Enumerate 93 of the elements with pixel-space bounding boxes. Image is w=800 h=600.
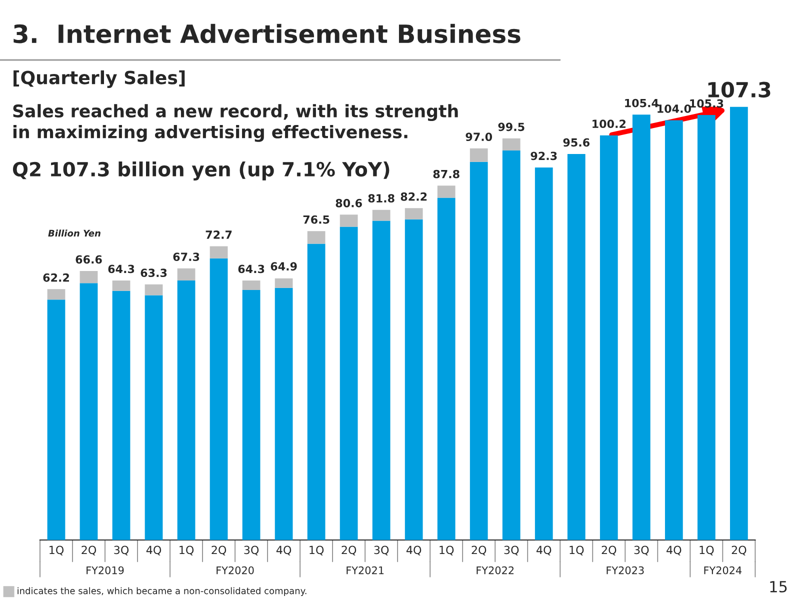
text: FY2020: [216, 566, 254, 574]
bar: [502, 138, 520, 151]
annotation: 107.3: [708, 82, 770, 98]
x-tick-label: 1Q: [310, 546, 324, 556]
bar: [307, 244, 326, 540]
annotation: 81.8: [368, 194, 394, 203]
bar: [567, 154, 586, 540]
bar: [47, 289, 66, 300]
annotation: 87.8: [433, 170, 460, 178]
bar: [307, 231, 326, 244]
bar: [47, 300, 66, 540]
bar: [470, 148, 488, 162]
y-axis-title: Billion Yen: [48, 230, 100, 237]
x-tick-label: 3Q: [374, 546, 389, 556]
x-tick-label: 1Q: [700, 546, 714, 556]
bar: [242, 290, 260, 540]
annotation: 95.6: [563, 138, 590, 147]
annotation: 105.4: [625, 98, 658, 108]
text: FY2023: [606, 566, 644, 574]
bar: [144, 295, 163, 540]
bar: [470, 162, 488, 540]
bar: [177, 280, 196, 540]
bar: [730, 106, 748, 540]
text: FY2024: [704, 566, 742, 574]
bar: [274, 278, 293, 288]
bar: [632, 114, 650, 540]
bar: [112, 280, 130, 291]
x-tick-label: 2Q: [212, 546, 226, 556]
bar: [274, 288, 293, 540]
annotation: 80.6: [336, 198, 362, 208]
annotation: 99.5: [498, 122, 524, 132]
annotation: Q2 107.3 billion yen (up 7.1% YoY): [12, 162, 390, 180]
x-tick-label: 2Q: [82, 546, 96, 556]
x-tick-label: 4Q: [536, 546, 552, 556]
x-tick-label: 4Q: [276, 546, 292, 556]
text: 15: [770, 581, 787, 592]
bar: [177, 268, 196, 281]
bar: [534, 167, 553, 540]
bar: [80, 270, 98, 284]
x-tick-label: 4Q: [146, 546, 162, 556]
bar: [112, 290, 130, 540]
annotation: 105.3: [690, 99, 724, 108]
annotation: 64.3: [238, 264, 264, 274]
text: FY2019: [86, 566, 124, 574]
annotation: 67.3: [173, 252, 200, 262]
x-tick-label: 1Q: [440, 546, 454, 556]
bar: [80, 283, 98, 540]
x-tick-label: 1Q: [50, 546, 64, 556]
bar: [372, 220, 390, 540]
annotation: 66.6: [76, 255, 102, 264]
bar: [437, 198, 456, 540]
x-tick-label: 3Q: [634, 546, 649, 556]
bar: [210, 258, 228, 540]
x-tick-label: 2Q: [342, 546, 356, 556]
x-tick-label: 2Q: [472, 546, 486, 556]
bar: [664, 120, 683, 540]
bar: [242, 280, 260, 290]
bar: [404, 208, 423, 220]
annotation: 64.9: [270, 262, 297, 271]
annotation: 76.5: [303, 215, 330, 224]
bar: [340, 214, 358, 227]
x-tick-label: 4Q: [666, 546, 682, 556]
x-tick-label: 1Q: [570, 546, 584, 556]
x-tick-label: 3Q: [114, 546, 129, 556]
bar: [502, 150, 520, 540]
annotation: 100.2: [592, 120, 626, 128]
bar: [144, 284, 163, 296]
bar: [600, 135, 618, 540]
annotation: 62.2: [43, 273, 69, 282]
annotation: 97.0: [466, 132, 492, 142]
text: indicates the sales, which became a non-consolidated company.: [18, 587, 306, 596]
bar: [340, 226, 358, 540]
x-tick-label: 4Q: [406, 546, 422, 556]
x-tick-label: 2Q: [602, 546, 616, 556]
annotation: 104.0: [658, 104, 691, 113]
bar: [372, 210, 390, 221]
x-tick-label: 3Q: [244, 546, 259, 556]
x-tick-label: 3Q: [504, 546, 519, 556]
chart-title: 3. Internet Advertisement Business: [14, 24, 520, 44]
annotation: 64.3: [108, 264, 134, 274]
chart-subtitle: [Quarterly Sales]: [14, 70, 185, 88]
bar: [210, 246, 228, 258]
bar: [437, 186, 456, 198]
annotation: 72.7: [206, 230, 232, 239]
annotation: 92.3: [530, 152, 557, 160]
annotation: 63.3: [140, 268, 167, 278]
bar: [404, 219, 423, 540]
x-tick-label: 1Q: [180, 546, 194, 556]
text: FY2022: [476, 566, 514, 574]
annotation: Sales reached a new record, with its strength in maximizing advertising effectiveness.: [13, 104, 458, 142]
x-tick-label: 2Q: [732, 546, 746, 556]
text: FY2021: [346, 566, 384, 574]
annotation: 82.2: [400, 192, 427, 201]
